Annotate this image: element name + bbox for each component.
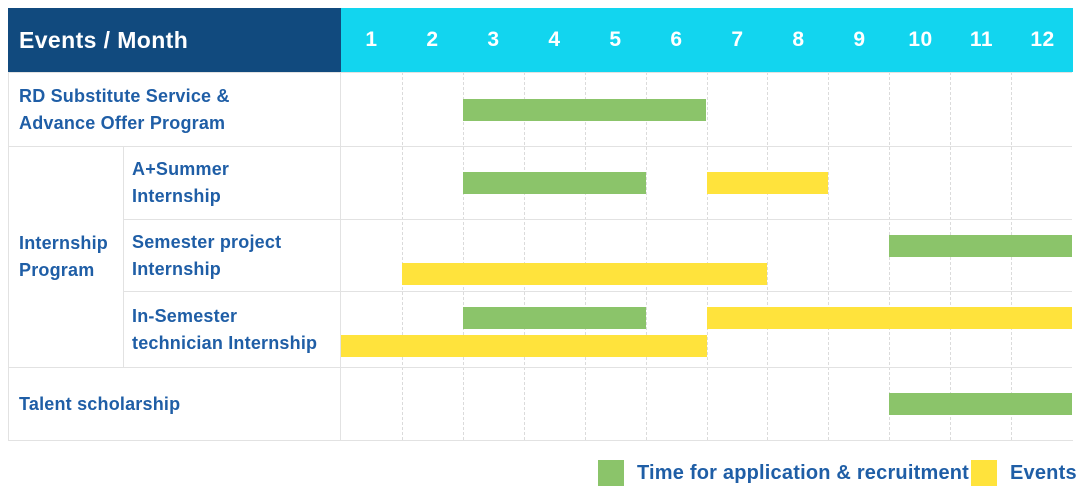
month-header-8: 8 [792,28,805,51]
row-labels-column: RD Substitute Service & Advance Offer Pro… [9,72,341,440]
recruitment-bar-a-plus-summer-internship-m3-m5 [462,172,646,194]
month-header-12: 12 [1030,28,1055,51]
recruitment-bar-semester-project-internship-m10-m12 [889,235,1072,257]
row-label-in-semester-technician-internship-line-2: technician Internship [132,332,318,353]
month-gridline-4 [584,72,586,440]
schedule-table: Events / Month 1 2 3 4 5 6 7 8 9 10 11 12 RD Substi… [8,8,1073,441]
row-label-rd-substitute-service-line-2: Advance Offer Program [19,112,226,133]
legend-item-recruitment: Time for application & recruitment [598,460,969,486]
row-label-semester-project-internship-line-1: Semester project [132,231,282,252]
legend-label-events: Events [1010,461,1077,484]
row-label-in-semester-technician-internship: In-Semester technician Internship [124,291,340,367]
month-gridline-8 [828,72,830,440]
month-header-3: 3 [487,28,500,51]
month-gridline-2 [462,72,464,440]
month-gridline-3 [523,72,525,440]
month-gridline-7 [767,72,769,440]
month-gridline-5 [645,72,647,440]
row-label-rd-substitute-service-line-1: RD Substitute Service & [19,85,230,106]
event-bar-semester-project-internship-m2-m7 [401,263,768,285]
recruitment-bar-in-semester-technician-internship-m3-m5 [462,307,646,329]
event-bar-in-semester-technician-internship-m1-m6 [341,335,707,357]
month-header-11: 11 [969,28,994,51]
month-header-1: 1 [365,28,378,51]
timeline-row-semester-project-internship [341,219,1072,291]
table-header-row: Events / Month 1 2 3 4 5 6 7 8 9 10 11 12 [8,8,1073,72]
legend-label-recruitment: Time for application & recruitment [637,461,970,484]
month-header-2: 2 [426,28,439,51]
timeline-area [341,72,1072,440]
row-label-semester-project-internship-line-2: Internship [132,258,222,279]
legend-item-events: Events [971,460,1077,486]
row-label-talent-scholarship-line-1: Talent scholarship [19,393,181,414]
month-header-strip: 1 2 3 4 5 6 7 8 9 10 11 12 [341,8,1073,72]
event-bar-a-plus-summer-internship-m7-m8 [706,172,829,194]
month-gridline-6 [706,72,708,440]
table-body: RD Substitute Service & Advance Offer Pro… [8,72,1073,441]
month-gridline-1 [401,72,403,440]
timeline-row-in-semester-technician-internship [341,291,1072,367]
recruitment-bar-rd-substitute-service-m3-m6 [462,98,707,121]
legend: Time for application & recruitment Events [0,460,1080,488]
timeline-row-talent-scholarship [341,367,1072,440]
green-legend-swatch-icon [598,460,624,486]
month-header-5: 5 [609,28,622,51]
month-header-7: 7 [731,28,744,51]
row-label-rd-substitute-service: RD Substitute Service & Advance Offer Pro… [9,72,340,146]
row-label-a-plus-summer-internship-line-1: A+Summer [132,159,230,179]
timeline-row-rd-substitute-service [341,72,1072,146]
row-label-a-plus-summer-internship-line-2: Internship [132,186,222,206]
month-header-6: 6 [670,28,683,51]
event-bar-in-semester-technician-internship-m7-m12 [706,307,1072,329]
row-label-a-plus-summer-internship: A+Summer Internship [124,147,340,219]
group-label-internship-program: Internship Program [9,147,124,367]
events-month-header: Events / Month [8,8,341,72]
row-label-in-semester-technician-internship-line-1: In-Semester [132,305,238,326]
row-label-talent-scholarship: Talent scholarship [9,367,340,440]
row-label-semester-project-internship: Semester project Internship [124,219,340,291]
timeline-row-a-plus-summer-internship [341,146,1072,219]
yellow-legend-swatch-icon [971,460,997,486]
recruitment-bar-talent-scholarship-m10-m12 [889,393,1072,415]
internship-program-group-row: Internship Program A+Summer Internship Semes… [9,146,340,367]
group-label-internship-program-line-2: Program [19,260,95,280]
group-label-internship-program-line-1: Internship [19,233,109,253]
month-header-9: 9 [853,28,866,51]
month-header-10: 10 [908,28,933,51]
month-header-4: 4 [548,28,561,51]
internship-sub-rows: A+Summer Internship Semester project Intern… [124,147,340,367]
